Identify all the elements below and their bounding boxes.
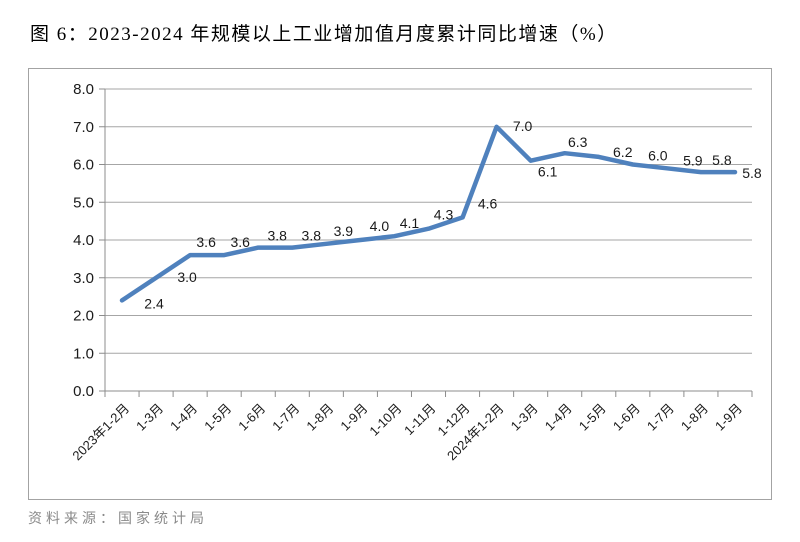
data-label: 2.4 (144, 295, 164, 311)
data-label: 3.8 (302, 228, 322, 244)
y-tick-label: 3.0 (73, 270, 94, 287)
x-tick-label: 1-5月 (201, 401, 234, 434)
x-tick-label: 1-11月 (401, 401, 439, 439)
x-tick-label: 1-10月 (366, 401, 404, 439)
data-label: 5.8 (742, 165, 762, 181)
x-tick-label: 1-3月 (133, 401, 166, 434)
data-label: 6.1 (538, 164, 558, 180)
y-tick-label: 1.0 (73, 345, 94, 362)
x-tick-label: 1-7月 (269, 401, 302, 434)
y-tick-label: 6.0 (73, 157, 94, 174)
data-label: 4.0 (370, 218, 390, 234)
data-label: 4.3 (434, 207, 454, 223)
chart-plot-area: 0.0 1.0 2.0 3.0 4.0 5.0 6.0 7.0 8.0 2023年1-2月 1-3月… (28, 68, 772, 500)
x-tick-label: 1-8月 (678, 401, 711, 434)
data-label: 4.6 (478, 195, 498, 211)
x-tick-label: 1-4月 (167, 401, 200, 434)
data-label: 7.0 (513, 118, 533, 134)
data-label: 6.2 (613, 144, 633, 160)
x-tick-label: 1-5月 (576, 401, 609, 434)
y-tick-label: 0.0 (73, 383, 94, 400)
data-label: 3.6 (230, 234, 250, 250)
data-label: 6.3 (568, 134, 588, 150)
x-tick-label: 1-6月 (235, 401, 268, 434)
data-label: 5.9 (683, 152, 703, 168)
x-tick-label: 1-6月 (610, 401, 643, 434)
y-tick-label: 5.0 (73, 194, 94, 211)
y-tick-label: 2.0 (73, 308, 94, 325)
data-label: 3.8 (268, 228, 288, 244)
source-note: 资料来源：国家统计局 (28, 512, 208, 527)
x-tick-label: 2023年1-2月 (69, 401, 132, 464)
y-tick-label: 4.0 (73, 232, 94, 249)
series-line (119, 124, 738, 303)
x-tick-label: 1-7月 (644, 401, 677, 434)
x-tick-label: 1-3月 (508, 401, 541, 434)
data-label: 5.8 (712, 152, 732, 168)
data-label: 6.0 (648, 148, 668, 164)
y-tick-label: 7.0 (73, 119, 94, 136)
x-tick-label: 1-9月 (712, 401, 745, 434)
data-label: 3.9 (334, 223, 354, 239)
data-label: 4.1 (400, 215, 420, 231)
chart-title: 图 6：2023-2024 年规模以上工业增加值月度累计同比增速（%） (30, 24, 618, 45)
x-tick-label: 1-8月 (303, 401, 336, 434)
x-tick-label: 1-4月 (542, 401, 575, 434)
y-tick-label: 8.0 (73, 81, 94, 98)
data-label: 3.0 (177, 269, 197, 285)
data-label: 3.6 (196, 234, 216, 250)
